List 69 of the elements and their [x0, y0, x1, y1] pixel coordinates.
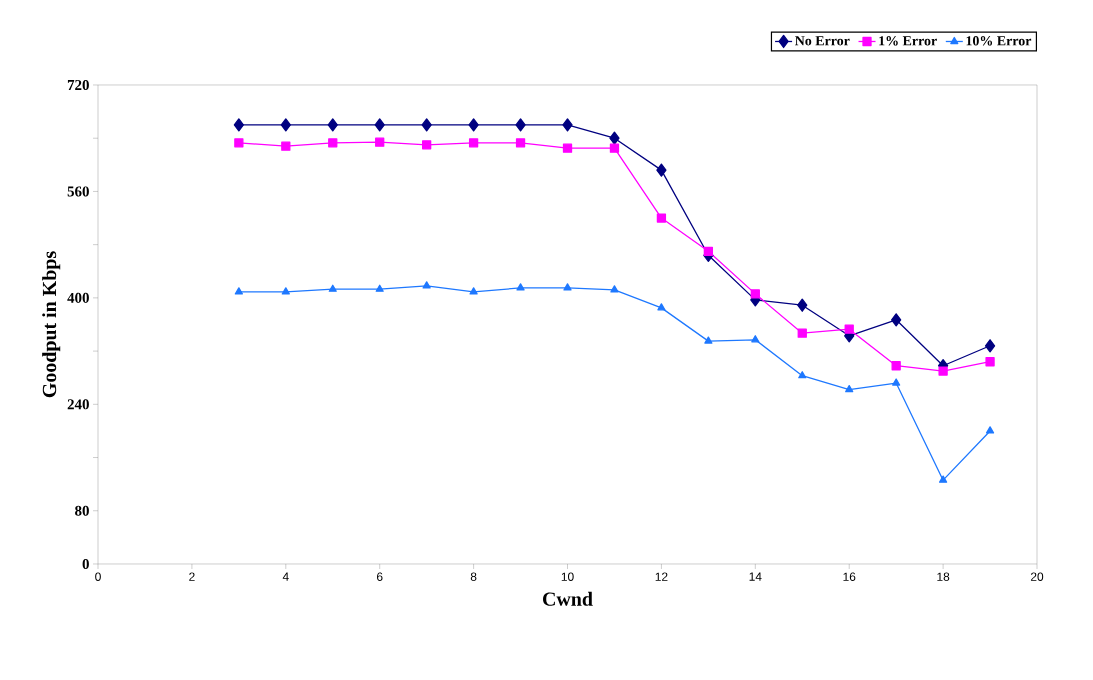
- x-axis-title: Cwnd: [543, 591, 593, 606]
- point: [938, 366, 948, 376]
- x-tick-label: 20: [1030, 572, 1044, 581]
- point: [657, 303, 666, 311]
- x-tick-label: 2: [189, 572, 195, 581]
- point: [515, 138, 526, 148]
- point: [845, 385, 854, 393]
- point: [516, 283, 525, 291]
- point: [751, 335, 760, 343]
- point: [281, 287, 290, 295]
- point: [562, 118, 573, 132]
- point: [891, 313, 902, 327]
- y-tick-label: 400: [67, 292, 89, 303]
- x-tick-label: 0: [95, 572, 101, 581]
- y-tick-label: 0: [82, 558, 89, 570]
- point: [327, 118, 338, 132]
- y-tick-label: 80: [75, 505, 89, 516]
- point: [656, 163, 667, 177]
- point: [985, 357, 995, 367]
- point: [469, 287, 478, 295]
- x-tick-label: 18: [937, 572, 950, 581]
- point: [844, 324, 854, 334]
- point: [468, 118, 479, 132]
- x-tick-label: 12: [655, 572, 668, 581]
- legend-label: No Error: [795, 36, 850, 46]
- x-tick-label: 14: [749, 572, 762, 581]
- point: [328, 138, 338, 148]
- point: [704, 336, 713, 344]
- point: [468, 138, 479, 148]
- point: [422, 140, 432, 150]
- point: [798, 371, 807, 379]
- point: [656, 213, 667, 223]
- point: [374, 118, 385, 132]
- point: [892, 378, 901, 386]
- point: [563, 283, 572, 291]
- x-tick-label: 10: [561, 572, 574, 581]
- x-tick-label: 6: [377, 572, 383, 581]
- point: [375, 137, 385, 147]
- legend-label: 10% Error: [966, 36, 1032, 46]
- point: [328, 284, 337, 292]
- x-tick-label: 16: [843, 572, 856, 581]
- point: [609, 131, 620, 145]
- y-tick-label: 240: [67, 399, 89, 410]
- x-tick-label: 8: [470, 572, 477, 581]
- y-tick-label: 560: [67, 186, 89, 197]
- point: [280, 118, 291, 132]
- point: [984, 339, 996, 353]
- y-tick-label: 720: [67, 79, 89, 91]
- point: [281, 141, 291, 151]
- point: [891, 361, 901, 371]
- point: [939, 475, 948, 483]
- point: [234, 287, 243, 295]
- point: [750, 289, 760, 299]
- point: [515, 118, 526, 132]
- point: [233, 118, 245, 132]
- point: [421, 118, 432, 132]
- point: [234, 138, 244, 148]
- legend-label: 1% Error: [879, 36, 937, 46]
- point: [375, 284, 384, 292]
- point: [797, 298, 808, 312]
- point: [610, 285, 619, 293]
- y-axis-title: Goodput in Kbps: [42, 251, 61, 398]
- point: [797, 328, 807, 338]
- point: [609, 143, 620, 153]
- point: [562, 143, 573, 153]
- point: [422, 281, 431, 289]
- point: [703, 246, 714, 256]
- point: [985, 426, 995, 434]
- x-tick-label: 4: [282, 572, 289, 581]
